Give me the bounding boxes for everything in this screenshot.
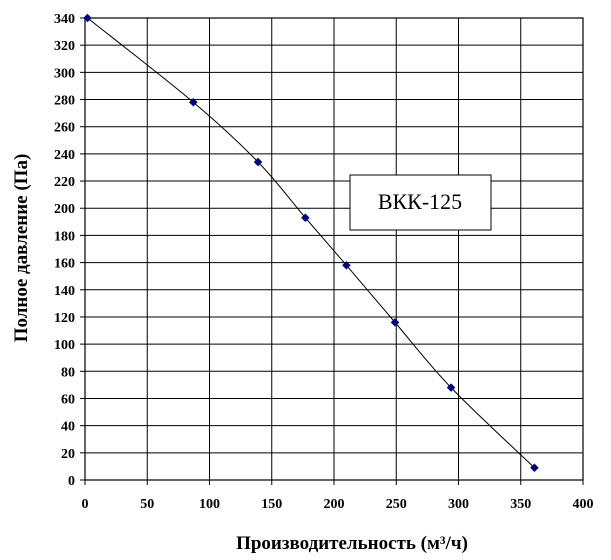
y-tick-label: 100 — [54, 338, 75, 353]
legend: ВКК-125 — [349, 174, 492, 231]
x-tick-label: 100 — [199, 497, 220, 512]
x-tick-label: 250 — [386, 497, 407, 512]
y-tick-label: 240 — [54, 148, 75, 163]
y-tick-label: 40 — [61, 420, 75, 435]
data-point — [83, 13, 92, 23]
y-tick-label: 200 — [54, 202, 75, 217]
y-tick-label: 120 — [54, 311, 75, 326]
legend-box — [349, 174, 492, 231]
x-tick-label: 150 — [261, 497, 282, 512]
data-point — [446, 383, 456, 392]
y-tick-label: 180 — [54, 229, 75, 244]
x-axis-title: Производительность (м³/ч) — [236, 533, 468, 554]
y-tick-label: 140 — [54, 284, 75, 299]
legend-label: ВКК-125 — [378, 189, 462, 214]
data-point — [188, 97, 198, 107]
y-tick-label: 0 — [68, 474, 75, 489]
x-tick-label: 400 — [573, 497, 594, 512]
y-tick-label: 80 — [61, 365, 75, 380]
y-tick-label: 220 — [54, 175, 75, 190]
data-point — [342, 260, 351, 270]
y-tick-label: 60 — [61, 392, 75, 407]
y-axis-title: Полное давление (Па) — [11, 154, 32, 343]
y-tick-label: 160 — [54, 257, 75, 272]
data-point — [253, 157, 263, 167]
y-tick-label: 20 — [61, 447, 75, 462]
x-tick-label: 300 — [448, 497, 469, 512]
y-tick-label: 320 — [54, 39, 75, 54]
series-layer — [83, 13, 539, 473]
data-point — [530, 463, 539, 473]
y-tick-label: 300 — [54, 66, 75, 81]
series-line — [87, 17, 535, 469]
y-tick-label: 340 — [54, 12, 75, 27]
y-tick-label: 260 — [54, 121, 75, 136]
x-tick-label: 350 — [510, 497, 531, 512]
data-point — [390, 318, 400, 327]
grid — [84, 17, 584, 481]
x-tick-label: 50 — [140, 497, 154, 512]
x-tick-label: 200 — [324, 497, 345, 512]
x-tick-label: 0 — [82, 497, 89, 512]
y-axis-ticks: 0 20 40 60 80 100 120 140 160 180 200 220 240 260 280 3… — [54, 12, 85, 489]
x-axis-ticks: 0 50 100 150 200 250 300 350 400 — [82, 480, 594, 512]
y-tick-label: 280 — [54, 94, 75, 109]
data-point — [301, 213, 310, 223]
